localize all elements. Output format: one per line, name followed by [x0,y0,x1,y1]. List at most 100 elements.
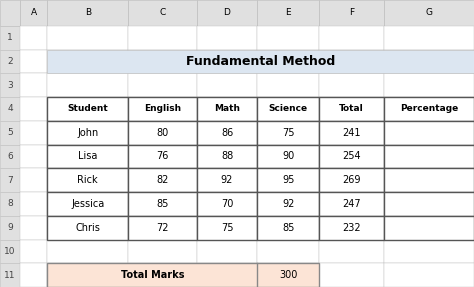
Text: 76: 76 [156,152,169,161]
Text: 1: 1 [7,33,13,42]
Bar [384,240,474,263]
Bar [20,216,47,240]
Text: 85: 85 [282,223,294,233]
Bar [47,121,128,145]
Text: Rick: Rick [77,175,98,185]
Text: 85: 85 [156,199,169,209]
Bar [197,0,257,26]
Bar [257,216,319,240]
Text: 90: 90 [282,152,294,161]
Bar [47,145,128,168]
Bar [47,121,128,145]
Text: A: A [31,8,36,18]
Bar [257,168,319,192]
Bar [319,73,384,97]
Bar [319,0,384,26]
Text: C: C [159,8,165,18]
Bar [197,97,257,121]
Bar [197,73,257,97]
Bar [257,168,319,192]
Bar [319,216,384,240]
Bar [128,97,197,121]
Bar [20,121,47,145]
Bar [257,145,319,168]
Bar [128,263,197,287]
Text: Percentage: Percentage [400,104,458,113]
Bar [47,192,128,216]
Text: 247: 247 [342,199,361,209]
Bar [128,73,197,97]
Text: 92: 92 [282,199,294,209]
Bar [128,192,197,216]
Bar [257,216,319,240]
Bar [47,97,128,121]
Bar [197,263,257,287]
Text: English: English [144,104,181,113]
Bar [319,168,384,192]
Text: F: F [349,8,354,18]
Bar [128,50,197,73]
Bar [47,0,128,26]
Text: 8: 8 [7,199,13,208]
Bar [47,240,128,263]
Text: Total: Total [339,104,364,113]
Bar [197,192,257,216]
Text: 70: 70 [221,199,233,209]
Bar [384,168,474,192]
Bar [384,97,474,121]
Bar [197,50,257,73]
Text: 86: 86 [221,128,233,138]
Bar [0,145,20,168]
Bar [128,145,197,168]
Bar [197,216,257,240]
Bar [197,26,257,50]
Text: Chris: Chris [75,223,100,233]
Bar [47,97,128,121]
Bar [47,26,128,50]
Bar [20,97,47,121]
Text: Total Marks: Total Marks [121,270,184,280]
Bar [47,145,128,168]
Bar [128,26,197,50]
Bar [128,216,197,240]
Bar [257,192,319,216]
Bar [197,121,257,145]
Text: 11: 11 [4,271,16,280]
Bar [257,192,319,216]
Bar [319,121,384,145]
Bar [47,263,128,287]
Bar [20,145,47,168]
Bar [0,121,20,145]
Bar [20,0,47,26]
Bar [0,168,20,192]
Text: 5: 5 [7,128,13,137]
Bar [319,263,384,287]
Text: 75: 75 [282,128,294,138]
Bar [197,97,257,121]
Bar [319,97,384,121]
Text: G: G [426,8,432,18]
Bar [257,97,319,121]
Bar [319,240,384,263]
Bar [128,216,197,240]
Text: E: E [285,8,291,18]
Bar [0,192,20,216]
Bar [197,145,257,168]
Bar [128,168,197,192]
Bar [128,121,197,145]
Bar [0,0,20,26]
Bar [257,121,319,145]
Bar [384,97,474,121]
Bar [384,192,474,216]
Bar [47,216,128,240]
Bar [128,121,197,145]
Bar [384,192,474,216]
Bar [257,26,319,50]
Text: 10: 10 [4,247,16,256]
Bar [20,240,47,263]
Text: 300: 300 [279,270,297,280]
Bar [384,263,474,287]
Bar [47,192,128,216]
Text: 88: 88 [221,152,233,161]
Text: 7: 7 [7,176,13,185]
